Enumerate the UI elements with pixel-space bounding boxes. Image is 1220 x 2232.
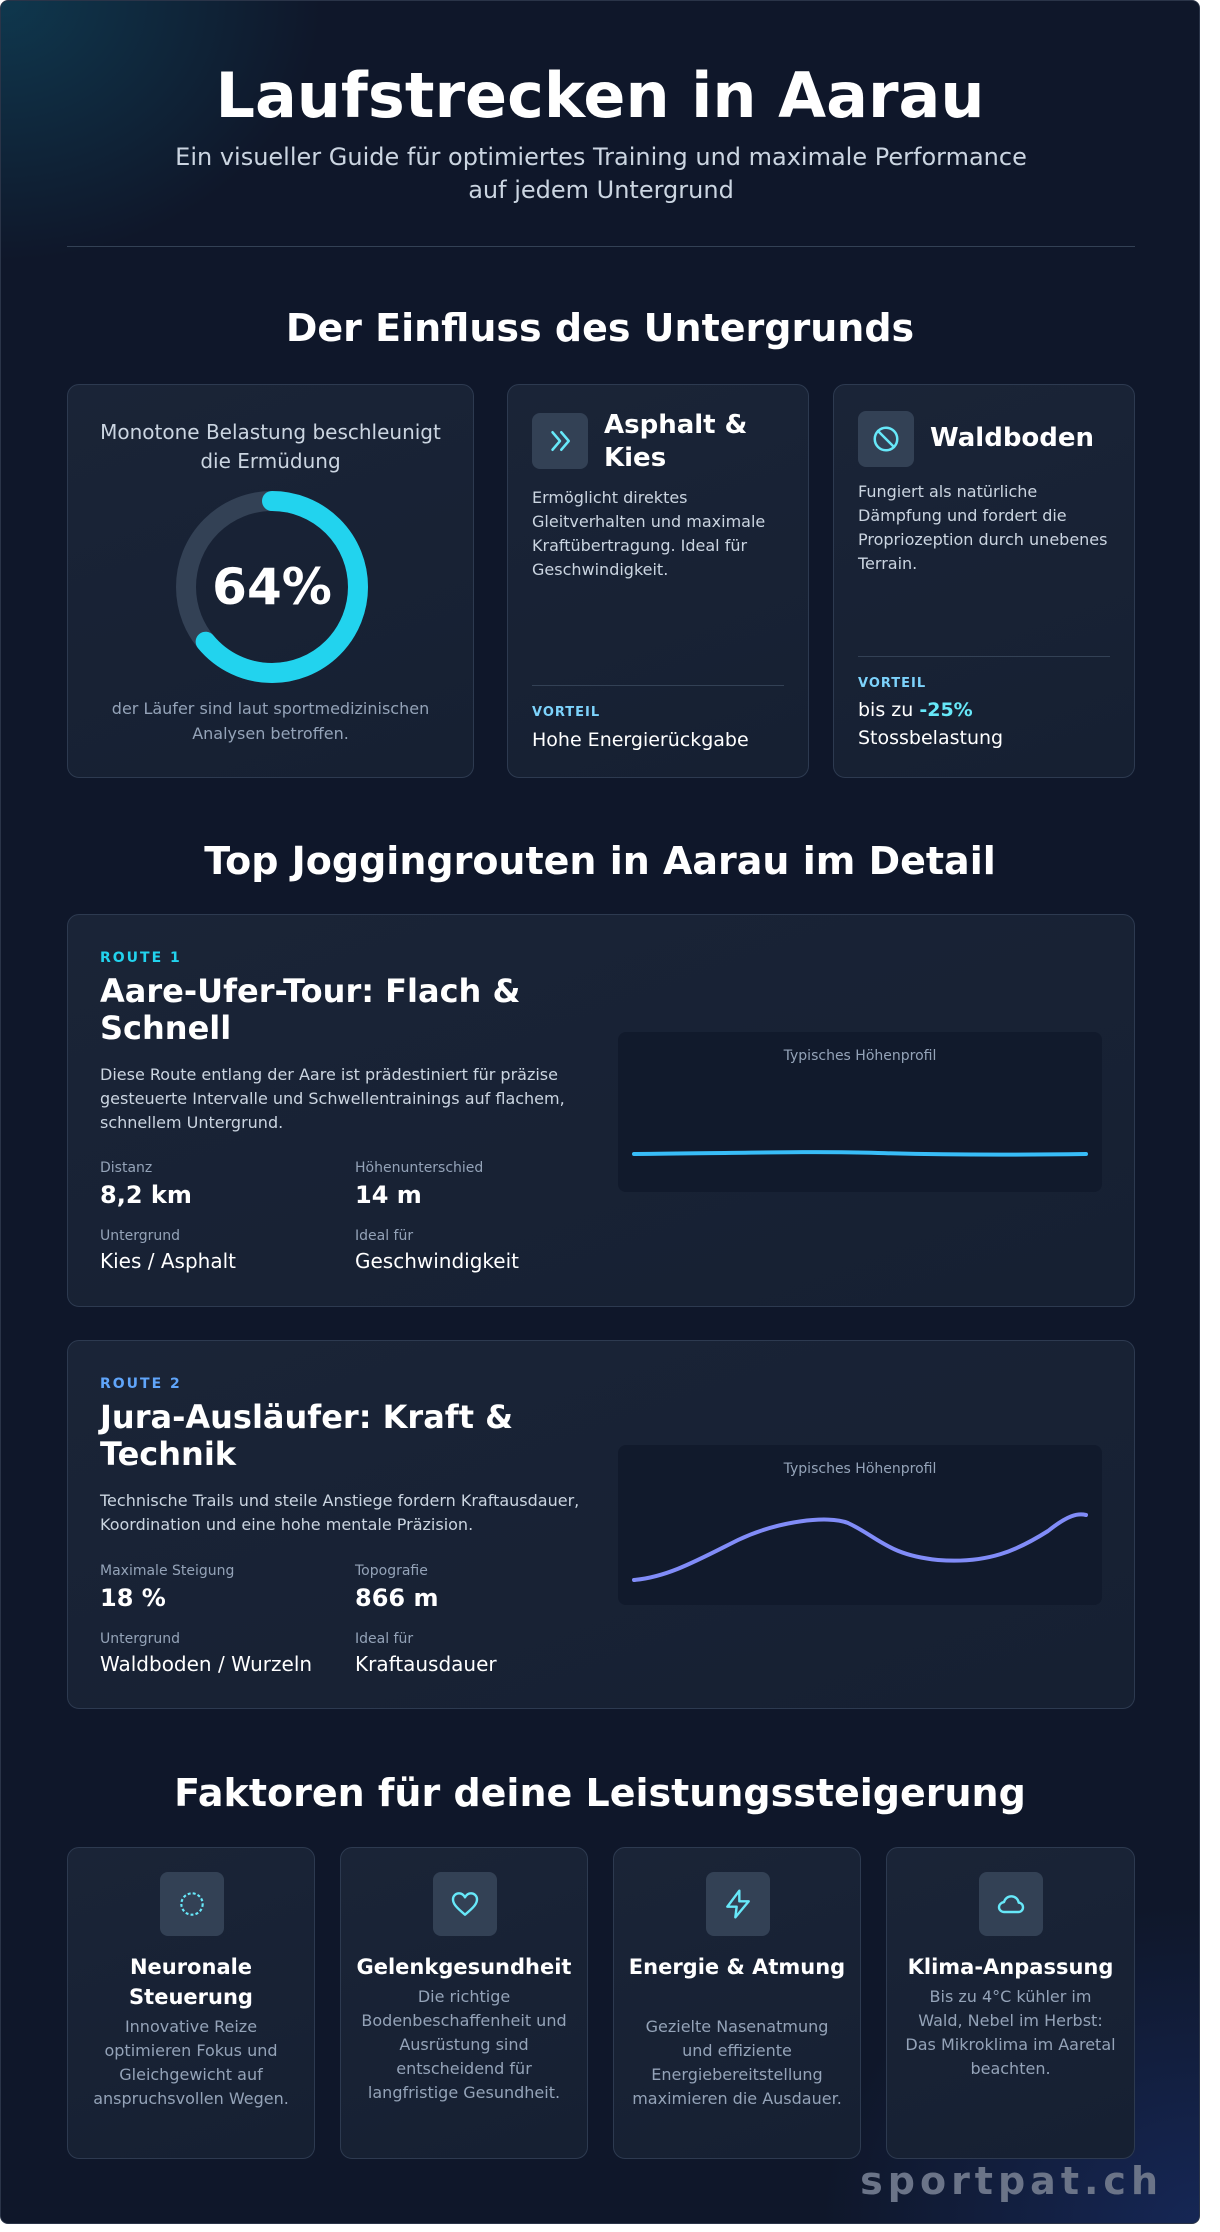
forest-advantage-label: VORTEIL	[858, 676, 927, 691]
route-description: Diese Route entlang der Aare ist prädest…	[100, 1065, 565, 1132]
forest-icon-box	[858, 411, 914, 467]
forest-advantage-prefix: bis zu	[858, 699, 914, 721]
asphalt-title: Asphalt & Kies	[604, 410, 748, 473]
factor-icon-box	[433, 1872, 497, 1936]
metric-label: Maximale Steigung	[100, 1563, 235, 1579]
forest-advantage-highlight: -25%	[919, 699, 973, 721]
factor-card-neural: Neuronale Steuerung Innovative Reize opt…	[67, 1847, 315, 2159]
metric-value: 14 m	[355, 1181, 422, 1209]
metric-value: 8,2 km	[100, 1181, 192, 1209]
factor-card-climate: Klima-Anpassung Bis zu 4°C kühler im Wal…	[886, 1847, 1135, 2159]
metric-value: Waldboden / Wurzeln	[100, 1652, 313, 1676]
page-title: Laufstrecken in Aarau	[215, 59, 985, 132]
factor-icon-box	[979, 1872, 1043, 1936]
asphalt-divider	[532, 685, 784, 686]
forest-advantage-value: bis zu -25% Stossbelastung	[858, 696, 1118, 752]
header-divider	[67, 246, 1135, 247]
chevrons-right-icon	[551, 431, 570, 451]
elevation-profile-line	[632, 1150, 1088, 1157]
elevation-profile-label: Typisches Höhenprofil	[783, 1461, 937, 1477]
elevation-profile-box: Typisches Höhenprofil	[618, 1032, 1102, 1192]
elevation-profile-chart	[632, 1150, 1088, 1157]
asphalt-icon-box	[532, 413, 588, 469]
metric-value: 866 m	[355, 1584, 439, 1612]
forest-title: Waldboden	[930, 423, 1095, 453]
elevation-profile-chart	[632, 1512, 1088, 1582]
elevation-profile-label: Typisches Höhenprofil	[783, 1048, 937, 1064]
route-title: Jura-Ausläufer: Kraft & Technik	[100, 1398, 514, 1473]
metric-label: Höhenunterschied	[355, 1160, 484, 1176]
metric-value: 18 %	[100, 1584, 166, 1612]
ban-icon	[873, 426, 899, 452]
metric-label: Ideal für	[355, 1228, 414, 1244]
neural-circle-icon	[180, 1892, 204, 1916]
forest-card: Waldboden Fungiert als natürliche Dämpfu…	[833, 384, 1135, 778]
page-subtitle: Ein visueller Guide für optimiertes Trai…	[175, 143, 1027, 204]
surface-section-heading: Der Einfluss des Untergrunds	[285, 306, 915, 350]
factor-title: Neuronale Steuerung	[129, 1955, 253, 2009]
metric-value: Geschwindigkeit	[355, 1249, 520, 1273]
fatigue-stat-card: Monotone Belastung beschleunigt die Ermü…	[67, 384, 474, 778]
cloud-icon	[997, 1895, 1025, 1914]
factor-description: Die richtige Bodenbeschaffenheit und Aus…	[361, 1987, 567, 2102]
asphalt-advantage-label: VORTEIL	[532, 705, 601, 720]
metric-value: Kraftausdauer	[355, 1652, 497, 1676]
stat-title: Monotone Belastung beschleunigt die Ermü…	[100, 420, 441, 473]
factor-card-energy: Energie & Atmung Gezielte Nasenatmung un…	[613, 1847, 861, 2159]
factors-section-heading: Faktoren für deine Leistungssteigerung	[174, 1771, 1026, 1815]
forest-divider	[858, 656, 1110, 657]
asphalt-description: Ermöglicht direktes Gleitverhalten und m…	[532, 488, 766, 579]
route-title: Aare-Ufer-Tour: Flach & Schnell	[100, 972, 521, 1047]
metric-label: Untergrund	[100, 1631, 181, 1647]
factor-title: Gelenkgesundheit	[356, 1955, 572, 1979]
forest-advantage-suffix: Stossbelastung	[858, 727, 1004, 749]
elevation-profile-line	[632, 1512, 1088, 1582]
route-card-2: ROUTE 2 Jura-Ausläufer: Kraft & Technik …	[67, 1340, 1135, 1709]
route-card-1: ROUTE 1 Aare-Ufer-Tour: Flach & Schnell …	[67, 914, 1135, 1307]
asphalt-advantage-value: Hohe Energierückgabe	[532, 729, 749, 751]
metric-value: Kies / Asphalt	[100, 1249, 236, 1273]
stat-caption: der Läufer sind laut sportmedizinischen …	[111, 699, 430, 743]
route-description: Technische Trails und steile Anstiege fo…	[100, 1491, 580, 1534]
metric-label: Ideal für	[355, 1631, 414, 1647]
route-tag: ROUTE 1	[100, 950, 182, 966]
route-tag: ROUTE 2	[100, 1376, 182, 1392]
factor-card-joint: Gelenkgesundheit Die richtige Bodenbesch…	[340, 1847, 588, 2159]
factor-title: Klima-Anpassung	[907, 1955, 1114, 1979]
lightning-icon	[726, 1889, 750, 1919]
heart-icon	[451, 1892, 479, 1916]
factor-title: Energie & Atmung	[628, 1955, 846, 1979]
metric-label: Untergrund	[100, 1228, 181, 1244]
factor-icon-box	[160, 1872, 224, 1936]
ring-progress	[176, 491, 368, 683]
elevation-profile-box: Typisches Höhenprofil	[618, 1445, 1102, 1605]
fatigue-ring-chart	[176, 491, 368, 683]
routes-section-heading: Top Joggingrouten in Aarau im Detail	[204, 839, 996, 883]
factor-icon-box	[706, 1872, 770, 1936]
factor-description: Gezielte Nasenatmung und effiziente Ener…	[632, 2017, 842, 2108]
asphalt-card: Asphalt & Kies Ermöglicht direktes Gleit…	[507, 384, 809, 778]
factor-description: Innovative Reize optimieren Fokus und Gl…	[93, 2017, 289, 2108]
metric-label: Topografie	[355, 1563, 428, 1579]
metric-label: Distanz	[100, 1160, 153, 1176]
brand-watermark: sportpat.ch	[860, 2159, 1163, 2203]
stat-value: 64%	[212, 558, 332, 616]
factor-description: Bis zu 4°C kühler im Wald, Nebel im Herb…	[905, 1987, 1116, 2078]
forest-description: Fungiert als natürliche Dämpfung und for…	[858, 482, 1108, 573]
